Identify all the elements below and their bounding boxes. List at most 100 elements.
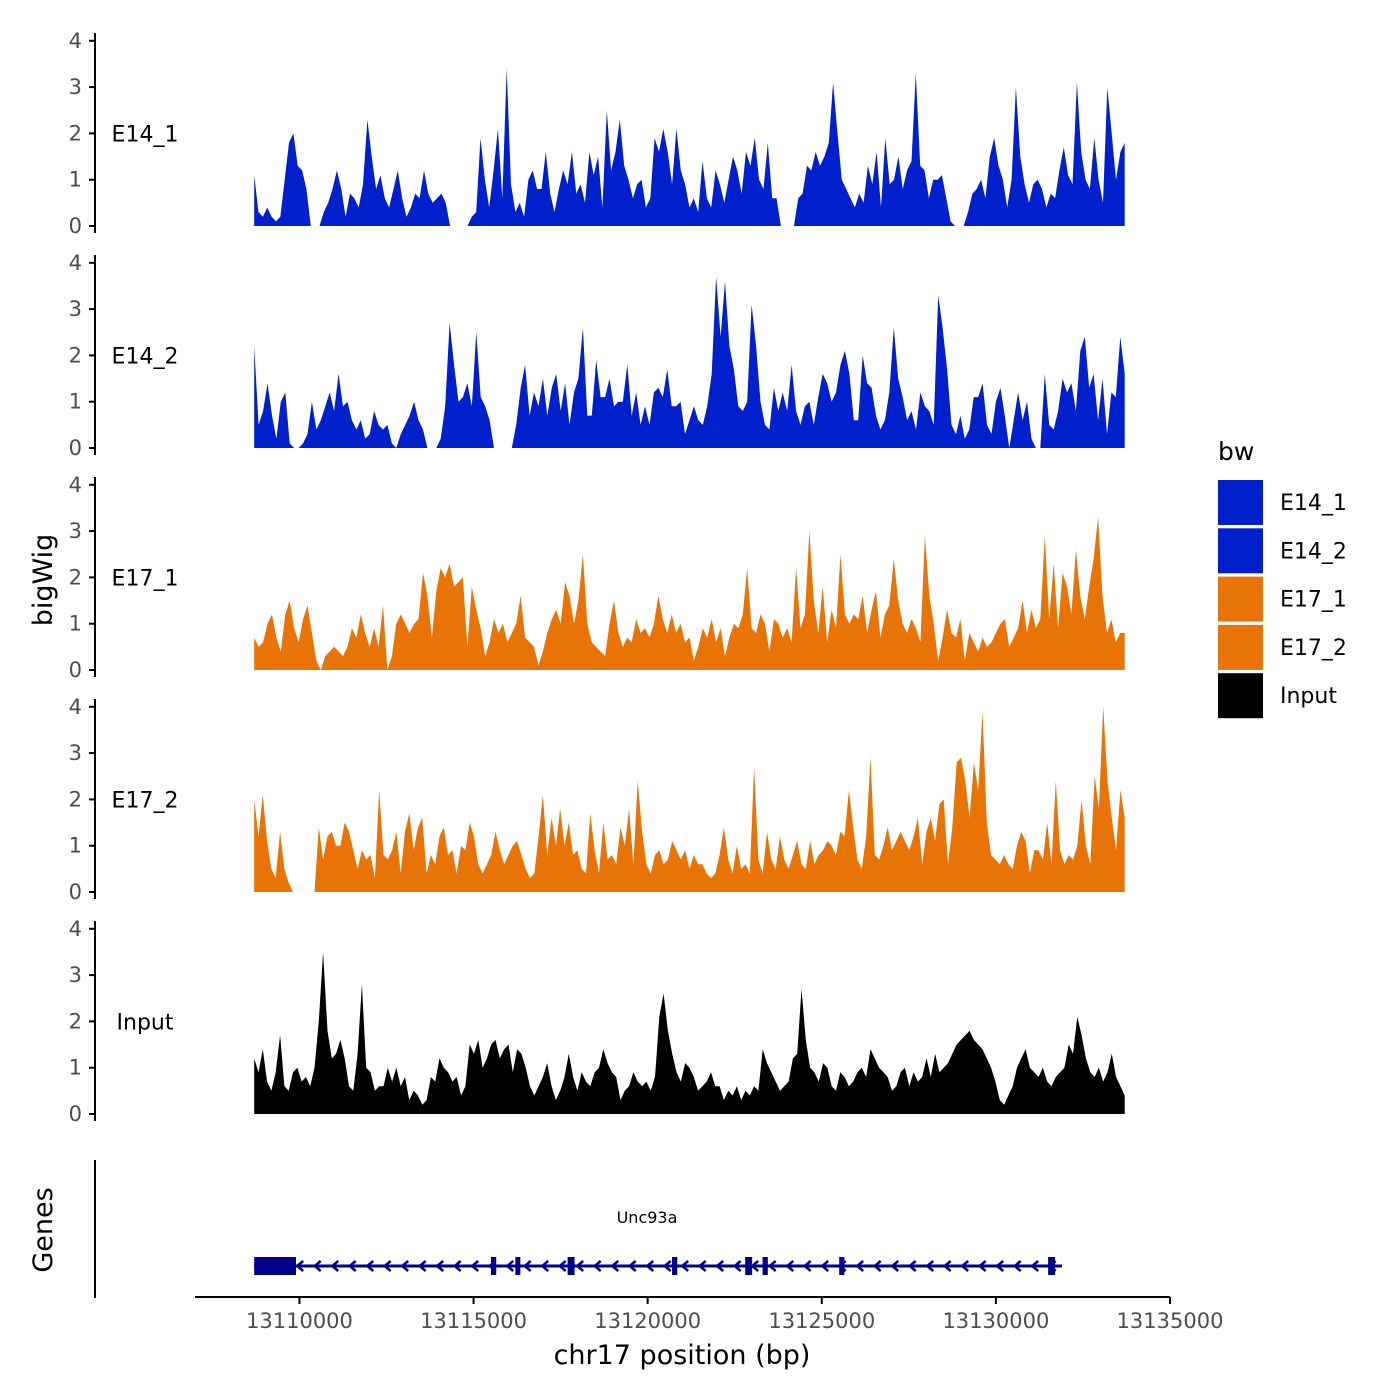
y-tick-label: 0 [69,1102,82,1126]
x-tick-label: 13135000 [1117,1309,1224,1333]
strand-arrow [330,1260,339,1272]
strand-arrow [400,1260,409,1272]
exon [839,1257,845,1275]
legend-label: E17_2 [1280,636,1347,661]
strand-arrow [1030,1260,1039,1272]
y-tick-label: 0 [69,880,82,904]
genes-axis-label: Genes [28,1187,59,1272]
strand-arrow [540,1260,549,1272]
y-tick-label: 3 [69,741,82,765]
strand-arrow [785,1260,794,1272]
strand-arrow [907,1260,917,1272]
exon [672,1257,678,1275]
strand-arrow [417,1260,427,1272]
strand-arrow [1012,1260,1022,1272]
y-tick-label: 2 [69,121,82,145]
y-tick-label: 4 [69,917,82,941]
strand-arrow [645,1260,654,1272]
y-tick-label: 3 [69,519,82,543]
signal-area-Input [254,952,1125,1114]
legend-swatch [1218,480,1263,525]
track-E17_2: 0 1 2 3 4 E17_2 [69,695,1125,904]
strand-arrow [750,1260,759,1272]
signal-area-E17_1 [254,517,1125,670]
legend-swatch [1218,624,1263,670]
y-tick-label: 4 [69,473,82,497]
strand-arrow [942,1260,952,1272]
track-name-label: E17_2 [112,788,179,813]
legend-swatch [1218,576,1263,622]
y-tick-label: 3 [69,297,82,321]
y-tick-label: 3 [69,75,82,99]
strand-arrow [925,1260,934,1272]
x-tick-label: 13115000 [420,1309,527,1333]
strand-arrow [347,1260,357,1272]
legend-label: E14_1 [1280,491,1347,516]
x-tick-label: 13120000 [594,1309,701,1333]
x-axis-label: chr17 position (bp) [554,1340,811,1371]
y-tick-label: 4 [69,695,82,719]
exon [762,1257,768,1275]
y-tick-label: 1 [69,390,82,414]
track-E14_2: 0 1 2 3 4 E14_2 [69,251,1125,460]
legend: E14_1 E14_2 E17_1 E17_2 Input [1218,480,1347,719]
track-name-label: E14_2 [112,344,179,369]
legend-swatch [1218,528,1263,574]
y-tick-label: 3 [69,963,82,987]
x-axis: 13110000 13115000 13120000 13125000 13130000… [195,1296,1224,1333]
strand-arrow [557,1260,567,1272]
strand-arrow [435,1260,444,1272]
legend-label: E17_1 [1280,588,1347,613]
signal-area-E14_1 [254,68,1125,226]
exon [490,1257,497,1275]
legend-title: bw [1218,437,1254,466]
strand-arrow [960,1260,969,1272]
track-Input: 0 1 2 3 4 Input [69,917,1125,1126]
y-tick-label: 1 [69,1056,82,1080]
y-tick-label: 1 [69,612,82,636]
y-axis-label: bigWig [28,534,59,627]
strand-arrow [802,1260,812,1272]
track-name-label: E17_1 [112,566,179,591]
y-tick-label: 1 [69,168,82,192]
strand-arrow [890,1260,899,1272]
strand-arrow [697,1260,707,1272]
strand-arrow [767,1260,777,1272]
track-name-label: Input [117,1010,174,1035]
genes-panel [94,1160,1063,1298]
y-tick-label: 1 [69,834,82,858]
y-tick-label: 2 [69,787,82,811]
strand-arrow [295,1260,304,1272]
gene-name-label: Unc93a [617,1208,678,1227]
y-tick-label: 0 [69,658,82,682]
exon [567,1257,575,1275]
legend-label: Input [1280,684,1337,709]
strand-arrow [662,1260,672,1272]
x-tick-label: 13125000 [768,1309,875,1333]
strand-arrow [505,1260,514,1272]
strand-arrow [452,1260,462,1272]
exon [1048,1257,1056,1275]
strand-arrow [312,1260,322,1272]
legend-label: E14_2 [1280,539,1347,564]
strand-arrow [680,1260,689,1272]
y-tick-label: 4 [69,29,82,53]
y-tick-label: 4 [69,251,82,275]
x-tick-label: 13110000 [246,1309,353,1333]
strand-arrow [382,1260,392,1272]
track-E17_1: 0 1 2 3 4 E17_1 [69,473,1125,682]
signal-tracks: 0 1 2 3 4 E14_1 0 1 2 3 4 E14_2 0 1 2 3 4 E17_1 0 1 2 3 4 E17_2… [69,29,1125,1126]
strand-arrow [977,1260,987,1272]
strand-arrow [470,1260,479,1272]
strand-arrow [592,1260,602,1272]
exon [745,1257,753,1275]
y-tick-label: 2 [69,343,82,367]
y-tick-label: 2 [69,1009,82,1033]
exon [254,1257,296,1275]
strand-arrow [627,1260,637,1272]
y-tick-label: 0 [69,436,82,460]
strand-arrow [365,1260,374,1272]
strand-arrow [610,1260,619,1272]
strand-arrow [575,1260,584,1272]
